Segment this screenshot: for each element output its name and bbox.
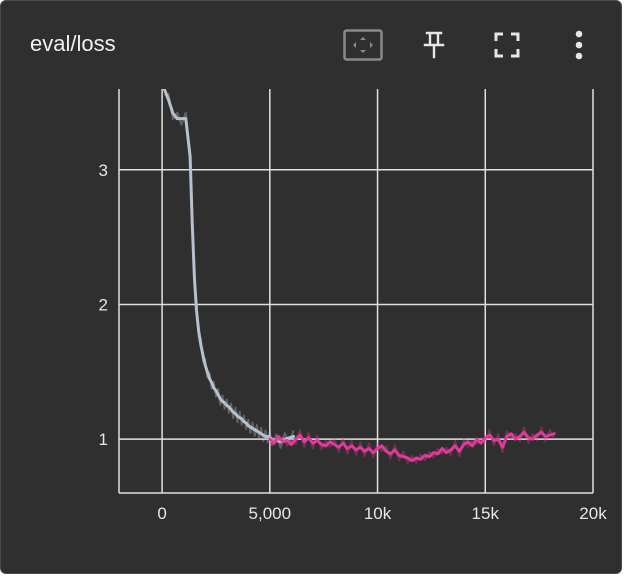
x-tick-label: 0 [157,504,166,523]
more-vert-icon [575,30,583,60]
series-raw-line [163,92,295,449]
fullscreen-icon [494,32,520,58]
tick-labels: 0 5,000 10k 15k 20k 1 2 3 [99,161,608,523]
fit-domain-button[interactable] [343,27,383,63]
x-tick-label: 5,000 [249,504,292,523]
series-line [268,430,556,463]
loss-chart[interactable]: 0 5,000 10k 15k 20k 1 2 3 [1,1,621,573]
y-tick-label: 1 [99,430,108,449]
x-tick-label: 10k [364,504,392,523]
series-line [162,89,296,444]
y-tick-label: 3 [99,161,108,180]
more-options-button[interactable] [559,27,599,63]
y-tick-label: 2 [99,295,108,314]
series-raw-line [269,426,556,464]
pin-icon [423,31,445,59]
x-tick-label: 20k [579,504,607,523]
fit-domain-icon [343,29,383,61]
series-layer [162,89,556,464]
pin-button[interactable] [414,27,454,63]
x-tick-label: 15k [472,504,500,523]
fullscreen-button[interactable] [487,27,527,63]
card-title: eval/loss [30,31,116,56]
